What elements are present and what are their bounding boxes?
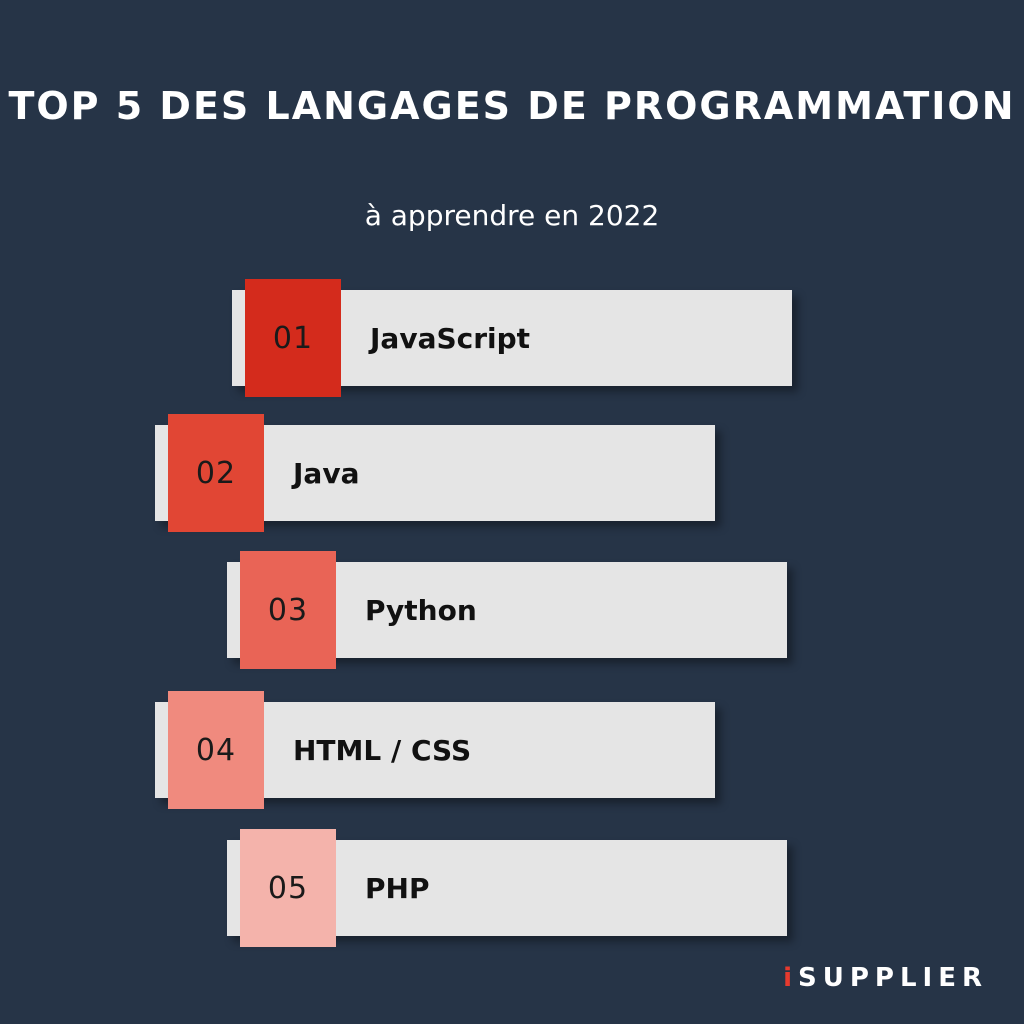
item-number-box: 02 (168, 414, 264, 532)
list-item-3: 03 Python (227, 551, 797, 673)
list-item-4: 04 HTML / CSS (155, 691, 725, 813)
item-number-box: 03 (240, 551, 336, 669)
item-number-box: 04 (168, 691, 264, 809)
item-number-box: 05 (240, 829, 336, 947)
brand-logo: iSUPPLIER (783, 960, 988, 996)
list-item-5: 05 PHP (227, 829, 797, 951)
brand-logo-name: SUPPLIER (798, 963, 988, 993)
brand-logo-prefix: i (783, 963, 799, 993)
item-label: Java (293, 456, 360, 490)
list-item-2: 02 Java (155, 414, 725, 536)
page-subtitle: à apprendre en 2022 (364, 199, 660, 232)
item-label: Python (365, 593, 477, 627)
item-label: JavaScript (370, 321, 531, 355)
item-label: PHP (365, 871, 430, 905)
item-number-box: 01 (245, 279, 341, 397)
page-title: TOP 5 DES LANGAGES DE PROGRAMMATION (8, 84, 1016, 128)
list-item-1: 01 JavaScript (232, 279, 802, 401)
item-label: HTML / CSS (293, 733, 472, 767)
